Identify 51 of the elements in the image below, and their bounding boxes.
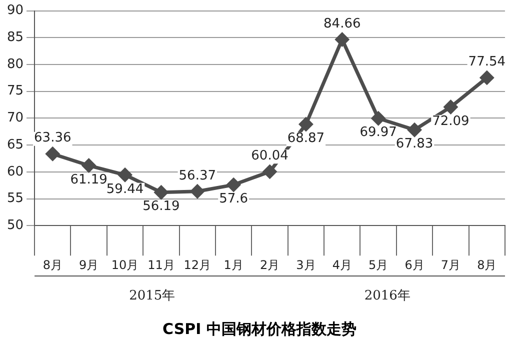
y-tick-label: 70	[6, 110, 24, 126]
point	[408, 123, 422, 137]
x-tick-label: 10月	[111, 258, 139, 272]
text: 2015年	[129, 288, 176, 304]
data-label: 63.36	[34, 130, 72, 146]
data-label: 67.83	[396, 136, 434, 152]
data-label: 59.44	[106, 182, 144, 197]
text: CSPI 中国钢材价格指数走势	[162, 320, 358, 339]
data-label: 56.19	[142, 199, 180, 214]
point	[372, 112, 386, 126]
data-label: 68.87	[287, 131, 325, 146]
point	[335, 32, 349, 46]
point	[480, 70, 494, 84]
point	[82, 158, 96, 172]
data-label: 57.6	[219, 192, 248, 207]
point	[46, 147, 60, 161]
x-tick-label: 6月	[404, 258, 424, 272]
y-tick-label: 55	[6, 191, 24, 206]
data-label: 61.19	[70, 172, 108, 188]
point	[118, 168, 132, 182]
y-tick-label: 80	[6, 56, 24, 72]
point	[154, 186, 168, 200]
x-tick-label: 8月	[42, 258, 62, 272]
x-tick-label: 7月	[440, 258, 461, 272]
x-tick-label: 3月	[296, 258, 316, 272]
x-tick-label: 9月	[79, 258, 99, 272]
x-tick-label: 4月	[332, 258, 352, 272]
point	[444, 100, 458, 114]
x-tick-label: 12月	[184, 258, 212, 272]
point	[263, 164, 277, 178]
x-tick-label: 11月	[148, 258, 175, 272]
y-tick-label: 50	[6, 218, 24, 233]
y-tick-label: 75	[6, 84, 24, 99]
point	[190, 184, 204, 198]
x-tick-label: 5月	[368, 258, 388, 272]
x-tick-label: 8月	[477, 258, 497, 272]
y-tick-label: 65	[6, 137, 24, 152]
data-label: 69.97	[360, 125, 397, 140]
data-label: 77.54	[468, 54, 506, 70]
y-tick-label: 60	[6, 164, 24, 180]
data-label: 56.37	[178, 168, 216, 184]
data-label: 84.66	[324, 16, 361, 32]
point	[226, 178, 240, 192]
text: 2016年	[364, 288, 410, 304]
point	[299, 118, 313, 132]
y-tick-label: 90	[6, 3, 24, 18]
data-label: 60.04	[251, 148, 288, 164]
y-tick-label: 85	[6, 30, 24, 46]
data-label: 72.09	[432, 114, 470, 129]
x-tick-label: 2月	[260, 258, 280, 272]
x-tick-label: 1月	[224, 258, 244, 272]
